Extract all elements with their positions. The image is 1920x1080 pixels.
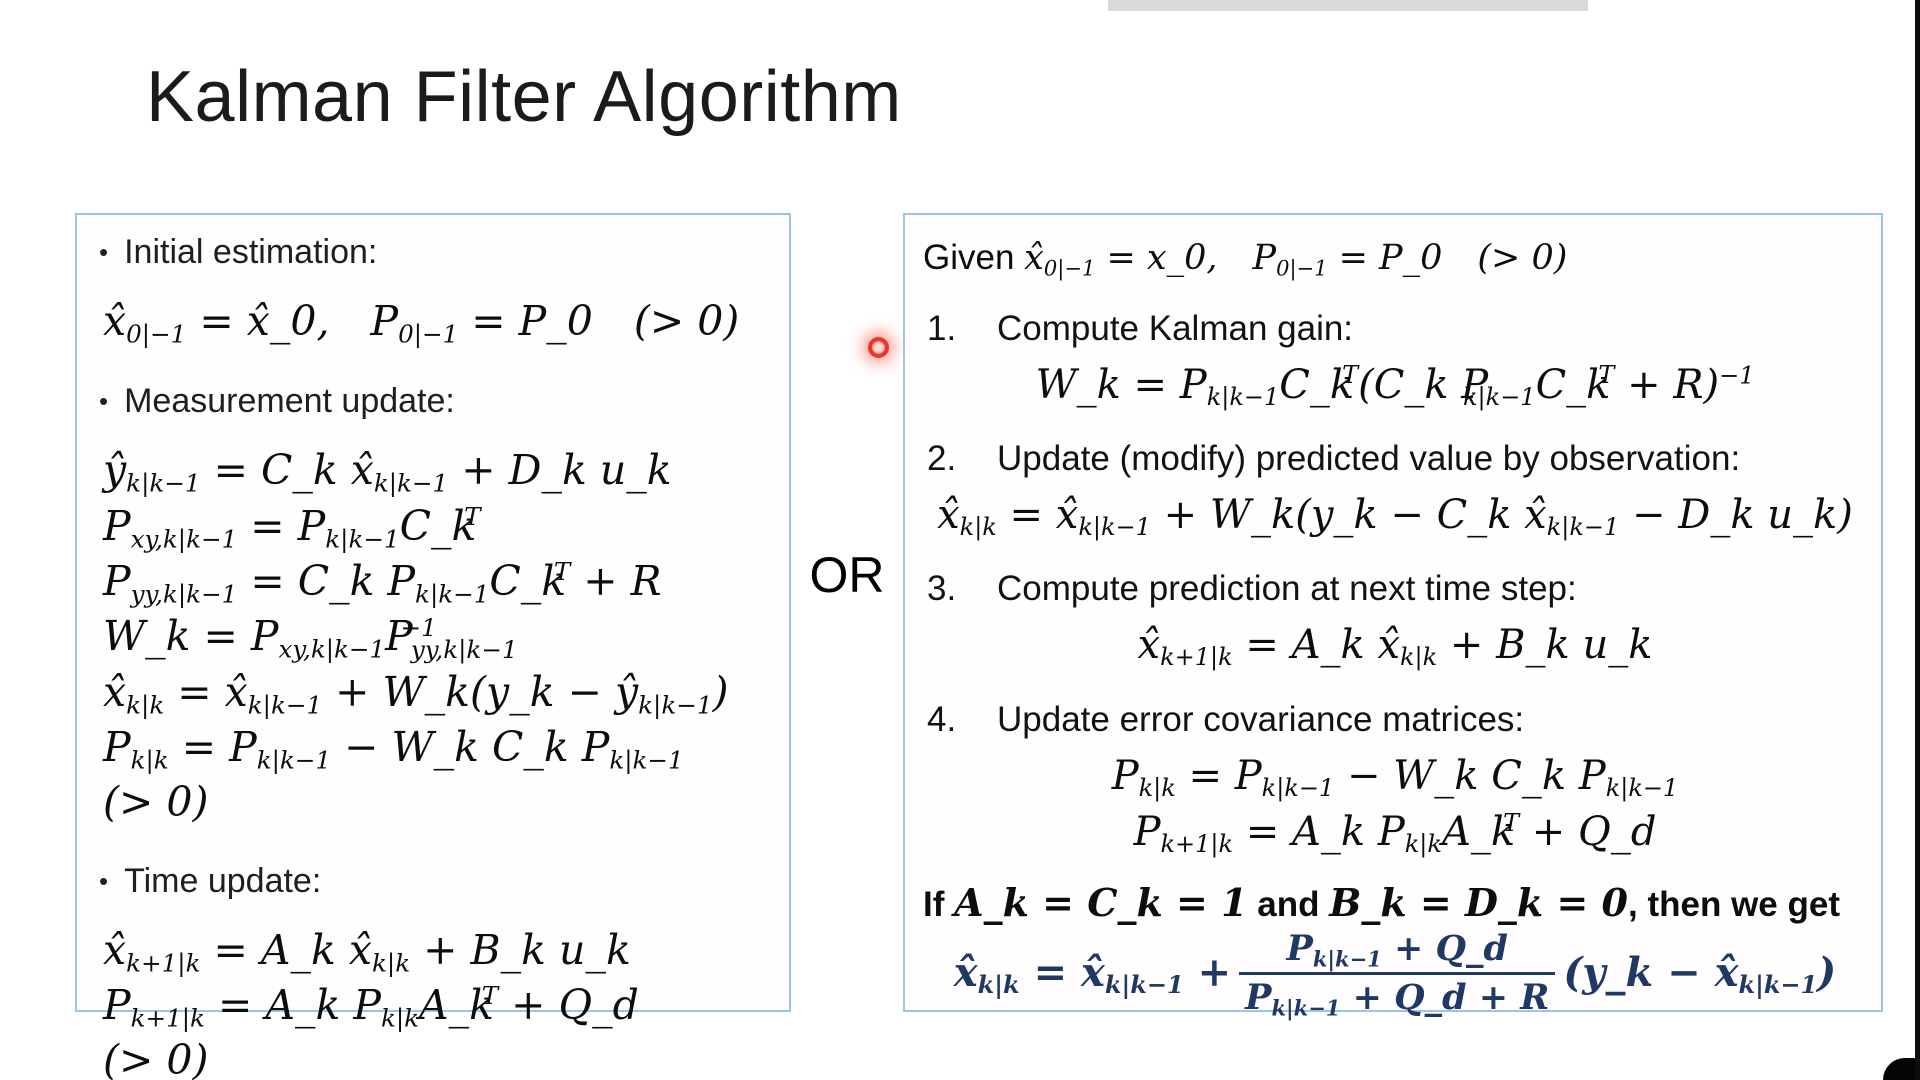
step-2: 2. Update (modify) predicted value by ob… xyxy=(923,437,1867,543)
or-label: OR xyxy=(809,547,885,603)
scalar-case-conclusion: If A_k = C_k = 1 and B_k = D_k = 0, then… xyxy=(923,880,1867,1020)
step-3-formula: x̂k+1|k = A_k x̂k|k + B_k u_k xyxy=(1137,622,1653,672)
bottom-right-corner xyxy=(1883,1058,1915,1080)
step-3-label: Compute prediction at next time step: xyxy=(997,569,1577,609)
bullet-icon: • xyxy=(99,237,109,267)
result-fraction: Pk|k−1 + Q_d Pk|k−1 + Q_d + R xyxy=(1239,928,1556,1020)
time-update-formulas: x̂k+1|k = A_k x̂k|k + B_k u_k Pk+1|k = A… xyxy=(97,924,771,1080)
step-4-formula-1: Pk|k = Pk|k−1 − W_k C_k Pk|k−1 xyxy=(1111,752,1679,802)
bullet-item-initial-estimation: • Initial estimation: xyxy=(99,231,771,273)
window-top-strip xyxy=(1108,0,1588,11)
initial-estimation-formula: x̂0|−1 = x̂_0, P0|−1 = P_0 (> 0) xyxy=(103,297,740,349)
step-1: 1. Compute Kalman gain: W_k = Pk|k−1C_kT… xyxy=(923,307,1867,413)
left-method-panel: • Initial estimation: x̂0|−1 = x̂_0, P0|… xyxy=(75,213,791,1080)
step-4-label: Update error covariance matrices: xyxy=(997,699,1525,739)
step-4: 4. Update error covariance matrices: Pk|… xyxy=(923,698,1867,861)
right-method-panel: Given x̂0|−1 = x_0, P0|−1 = P_0 (> 0) 1.… xyxy=(903,213,1883,1020)
scalar-condition-line: If A_k = C_k = 1 and B_k = D_k = 0, then… xyxy=(923,880,1840,926)
step-4-number: 4. xyxy=(927,699,957,739)
step-2-formula: x̂k|k = x̂k|k−1 + W_k(y_k − C_k x̂k|k−1 … xyxy=(937,491,1853,542)
measurement-update-formulas: ŷk|k−1 = C_k x̂k|k−1 + D_k u_k Pxy,k|k−… xyxy=(97,444,771,829)
formula-line-state-update: x̂k|k = x̂k|k−1 + W_k(y_k − ŷk|k−1) xyxy=(103,667,729,720)
result-prefix: x̂k|k = x̂k|k−1 + xyxy=(953,949,1232,1000)
laser-pointer-dot xyxy=(868,337,889,358)
formula-line-gain: W_k = Pxy,k|k−1P−1yy,k|k−1 xyxy=(103,612,518,664)
formula-line-cov-update: Pk|k = Pk|k−1 − W_k C_k Pk|k−1 (> 0) xyxy=(103,723,725,827)
formula-line-state-prediction: x̂k+1|k = A_k x̂k|k + B_k u_k xyxy=(103,925,631,978)
bullet-icon: • xyxy=(99,865,109,896)
formula-line-cov-prediction: Pk+1|k = A_k Pk|kA_kT + Q_d (> 0) xyxy=(103,981,721,1080)
step-2-number: 2. xyxy=(927,438,957,478)
given-line: Given x̂0|−1 = x_0, P0|−1 = P_0 (> 0) xyxy=(923,238,1568,281)
formula-line-pxy: Pxy,k|k−1 = Pk|k−1C_kT xyxy=(103,501,481,554)
bullet-label-measurement-update: Measurement update: xyxy=(124,382,455,421)
bullet-label-time-update: Time update: xyxy=(124,861,322,900)
step-1-number: 1. xyxy=(927,308,957,348)
fraction-numerator: Pk|k−1 + Q_d xyxy=(1286,928,1508,972)
formula-line-pyy: Pyy,k|k−1 = C_k Pk|k−1C_kT + R xyxy=(103,557,662,609)
scalar-result-formula: x̂k|k = x̂k|k−1 + Pk|k−1 + Q_d Pk|k−1 + … xyxy=(923,928,1867,1020)
step-2-label: Update (modify) predicted value by obser… xyxy=(997,438,1741,478)
step-1-label: Compute Kalman gain: xyxy=(997,308,1354,348)
formula-line-y-prediction: ŷk|k−1 = C_k x̂k|k−1 + D_k u_k xyxy=(103,446,672,498)
step-3-number: 3. xyxy=(927,569,957,609)
bullet-label-initial-estimation: Initial estimation: xyxy=(124,233,378,271)
bullet-item-measurement-update: • Measurement update: xyxy=(99,380,771,422)
slide-title: Kalman Filter Algorithm xyxy=(146,57,902,137)
result-suffix: (y_k − x̂k|k−1) xyxy=(1563,949,1837,1000)
step-3: 3. Compute prediction at next time step:… xyxy=(923,567,1867,673)
right-edge-strip xyxy=(1915,0,1920,1080)
fraction-denominator: Pk|k−1 + Q_d + R xyxy=(1239,971,1556,1020)
bullet-item-time-update: • Time update: xyxy=(99,860,771,902)
step-4-formula-2: Pk+1|k = A_k Pk|kA_kT + Q_d xyxy=(1133,808,1657,859)
bullet-icon: • xyxy=(99,386,109,417)
step-1-formula: W_k = Pk|k−1C_kT(C_k Pk|k−1C_kT + R)−1 xyxy=(1035,361,1755,411)
